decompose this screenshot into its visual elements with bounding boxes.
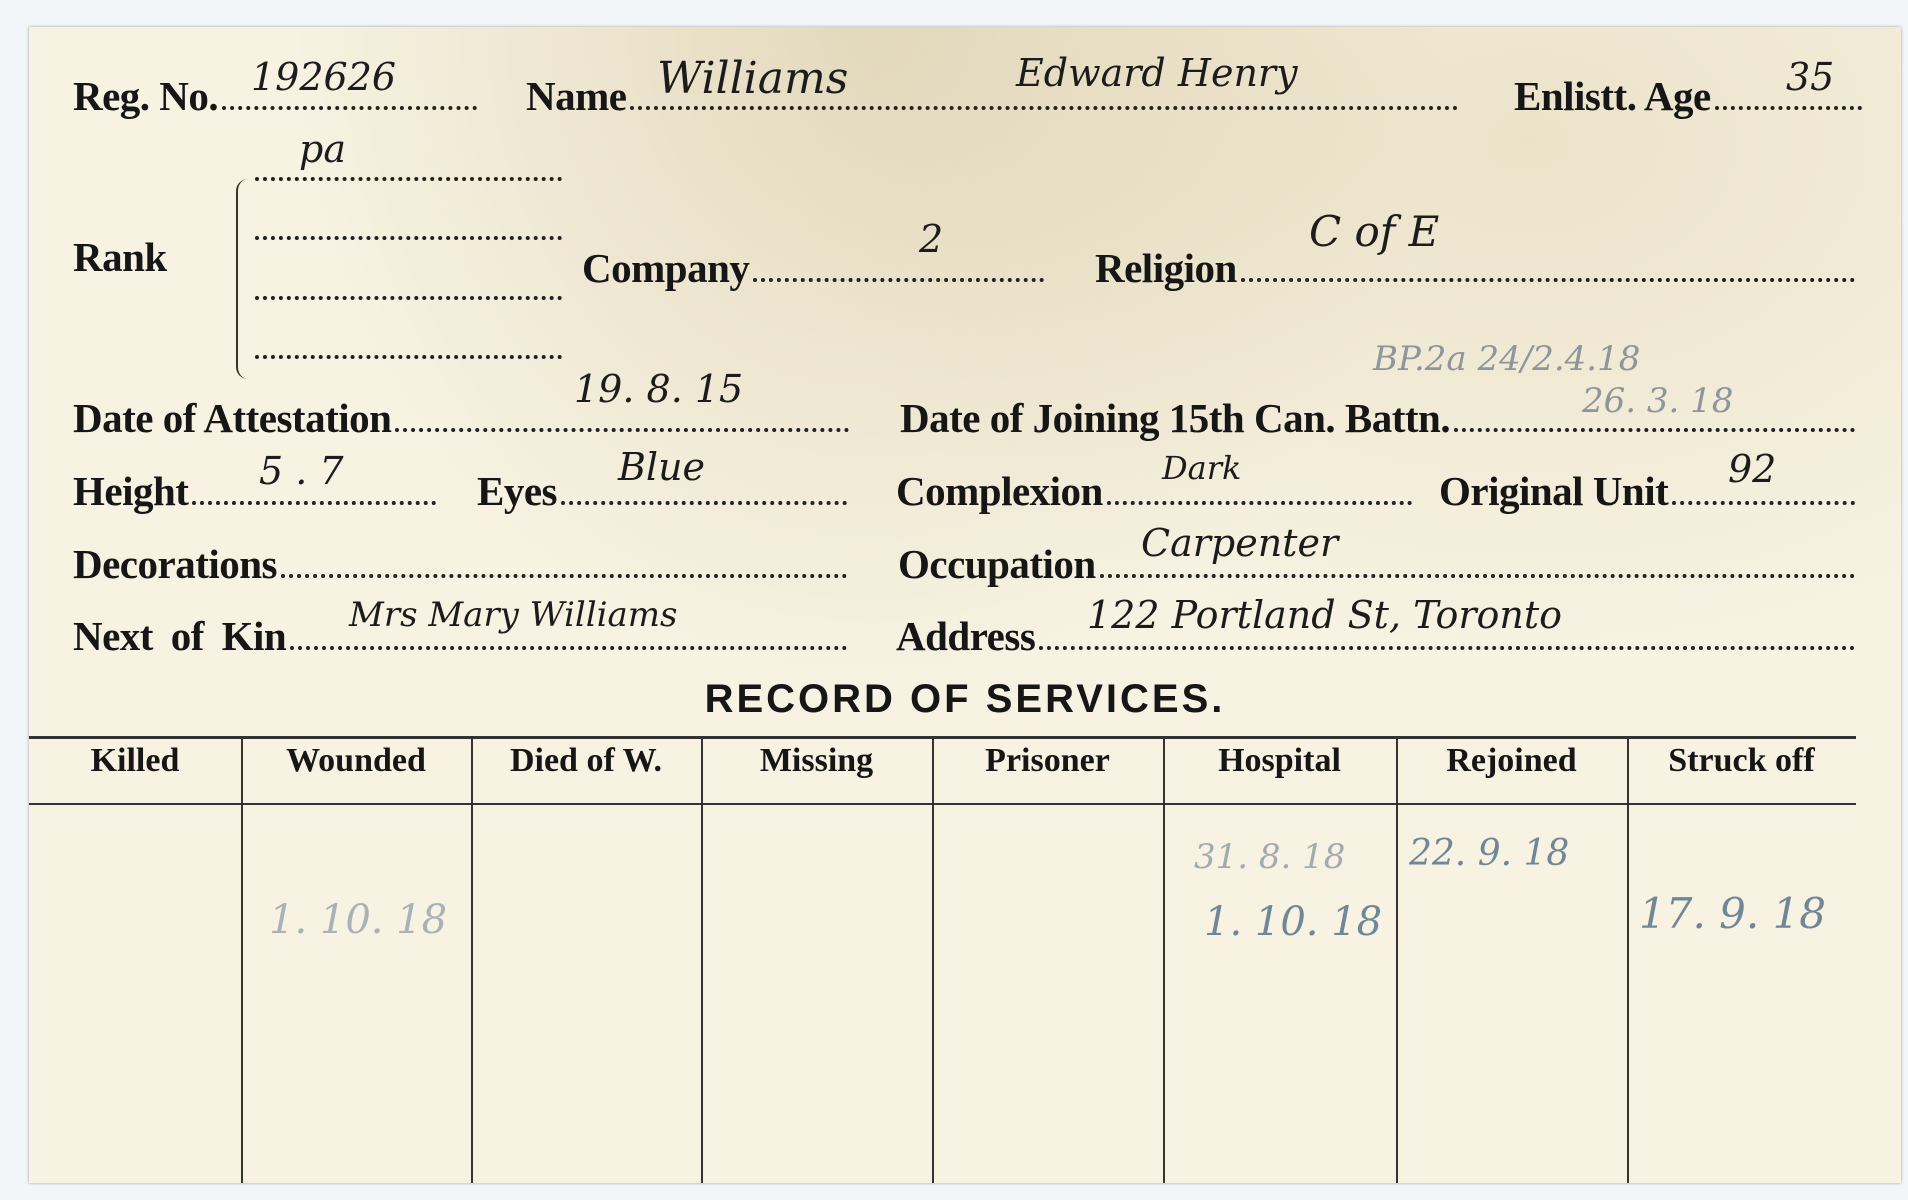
address-field: Address xyxy=(896,607,1855,657)
religion-field: Religion xyxy=(1095,239,1855,289)
enlist-age-value: 35 xyxy=(1786,55,1835,99)
column-divider xyxy=(471,737,473,1183)
address-value: 122 Portland St, Toronto xyxy=(1087,593,1563,637)
leader xyxy=(222,106,477,110)
record-title: RECORD OF SERVICES. xyxy=(704,677,1226,721)
joining-label: Date of Joining 15th Can. Battn. xyxy=(900,395,1451,441)
rank-line xyxy=(255,296,562,300)
complexion-field: Complexion xyxy=(896,462,1412,512)
column-divider xyxy=(701,737,703,1183)
column-header-wounded: Wounded xyxy=(286,742,426,779)
religion-label: Religion xyxy=(1095,245,1237,291)
pencil-note: BP.2a 24/2.4.18 xyxy=(1373,339,1641,379)
column-header-died-of-wounds: Died of W. xyxy=(509,742,663,779)
enlist-age-field: Enlistt. Age xyxy=(1514,67,1862,117)
reg-no-field: Reg. No. xyxy=(73,67,477,117)
column-header-prisoner: Prisoner xyxy=(985,742,1110,779)
leader xyxy=(630,106,1458,110)
column-divider xyxy=(241,737,243,1183)
attestation-label: Date of Attestation xyxy=(73,395,392,441)
joining-value: 26. 3. 18 xyxy=(1582,381,1734,421)
attestation-card: Reg. No. 192626 Name Williams Edward Hen… xyxy=(29,27,1901,1183)
company-field: Company xyxy=(582,239,1044,289)
occupation-label: Occupation xyxy=(898,541,1096,587)
company-value: 2 xyxy=(919,217,944,261)
enlist-age-label: Enlistt. Age xyxy=(1514,73,1711,119)
name-field: Name xyxy=(526,67,1458,117)
occupation-value: Carpenter xyxy=(1141,521,1339,565)
column-header-killed: Killed xyxy=(90,742,180,779)
column-header-hospital: Hospital xyxy=(1218,742,1341,779)
leader xyxy=(1454,428,1855,432)
religion-value: C of E xyxy=(1309,207,1440,256)
rejoined-entry: 22. 9. 18 xyxy=(1409,833,1570,874)
rank-line xyxy=(255,236,562,240)
rank-value: pa xyxy=(299,127,346,171)
given-names-value: Edward Henry xyxy=(1016,51,1298,95)
column-divider xyxy=(1163,737,1165,1183)
joining-field: Date of Joining 15th Can. Battn. xyxy=(900,389,1855,439)
eyes-field: Eyes xyxy=(477,462,847,512)
column-header-rejoined: Rejoined xyxy=(1446,742,1577,779)
leader xyxy=(281,574,847,578)
rank-label: Rank xyxy=(73,234,167,280)
column-divider xyxy=(932,737,934,1183)
name-label: Name xyxy=(526,73,627,119)
occupation-field: Occupation xyxy=(898,535,1855,585)
rank-line xyxy=(255,177,562,181)
company-label: Company xyxy=(582,245,750,291)
hospital-entry: 1. 10. 18 xyxy=(1204,899,1383,945)
header-rule xyxy=(29,803,1856,805)
next-of-kin-label: Next of Kin xyxy=(73,613,287,659)
decorations-field: Decorations xyxy=(73,535,847,585)
leader xyxy=(1240,278,1855,282)
height-value: 5 . 7 xyxy=(259,449,344,493)
reg-no-label: Reg. No. xyxy=(73,73,219,119)
leader xyxy=(753,278,1044,282)
height-field: Height xyxy=(73,462,436,512)
leader xyxy=(1039,646,1855,650)
attestation-field: Date of Attestation xyxy=(73,389,849,439)
column-header-missing: Missing xyxy=(759,742,874,779)
rank-line xyxy=(255,355,562,359)
hospital-entry: 31. 8. 18 xyxy=(1194,837,1346,877)
original-unit-field: Original Unit xyxy=(1439,462,1855,512)
leader xyxy=(395,428,849,432)
leader xyxy=(1672,501,1855,505)
complexion-value: Dark xyxy=(1162,449,1242,487)
next-of-kin-field: Next of Kin xyxy=(73,607,847,657)
leader xyxy=(1714,106,1862,110)
original-unit-value: 92 xyxy=(1728,447,1777,491)
leader xyxy=(290,646,847,650)
struck-off-entry: 17. 9. 18 xyxy=(1639,889,1827,938)
column-divider xyxy=(1396,737,1398,1183)
leader xyxy=(192,501,436,505)
attestation-value: 19. 8. 15 xyxy=(574,367,744,411)
leader xyxy=(1106,501,1412,505)
column-header-struck-off: Struck off xyxy=(1668,742,1815,779)
complexion-label: Complexion xyxy=(896,468,1103,514)
wounded-entry: 1. 10. 18 xyxy=(269,897,448,943)
height-label: Height xyxy=(73,468,189,514)
reg-no-value: 192626 xyxy=(251,55,397,99)
leader xyxy=(1099,574,1855,578)
eyes-label: Eyes xyxy=(477,468,558,514)
rank-brace xyxy=(236,179,250,379)
original-unit-label: Original Unit xyxy=(1439,468,1669,514)
next-of-kin-value: Mrs Mary Williams xyxy=(349,595,678,635)
leader xyxy=(561,501,847,505)
column-divider xyxy=(1627,737,1629,1183)
table-top-rule xyxy=(29,736,1856,739)
address-label: Address xyxy=(896,613,1036,659)
decorations-label: Decorations xyxy=(73,541,278,587)
eyes-value: Blue xyxy=(618,445,706,489)
surname-value: Williams xyxy=(657,53,849,104)
